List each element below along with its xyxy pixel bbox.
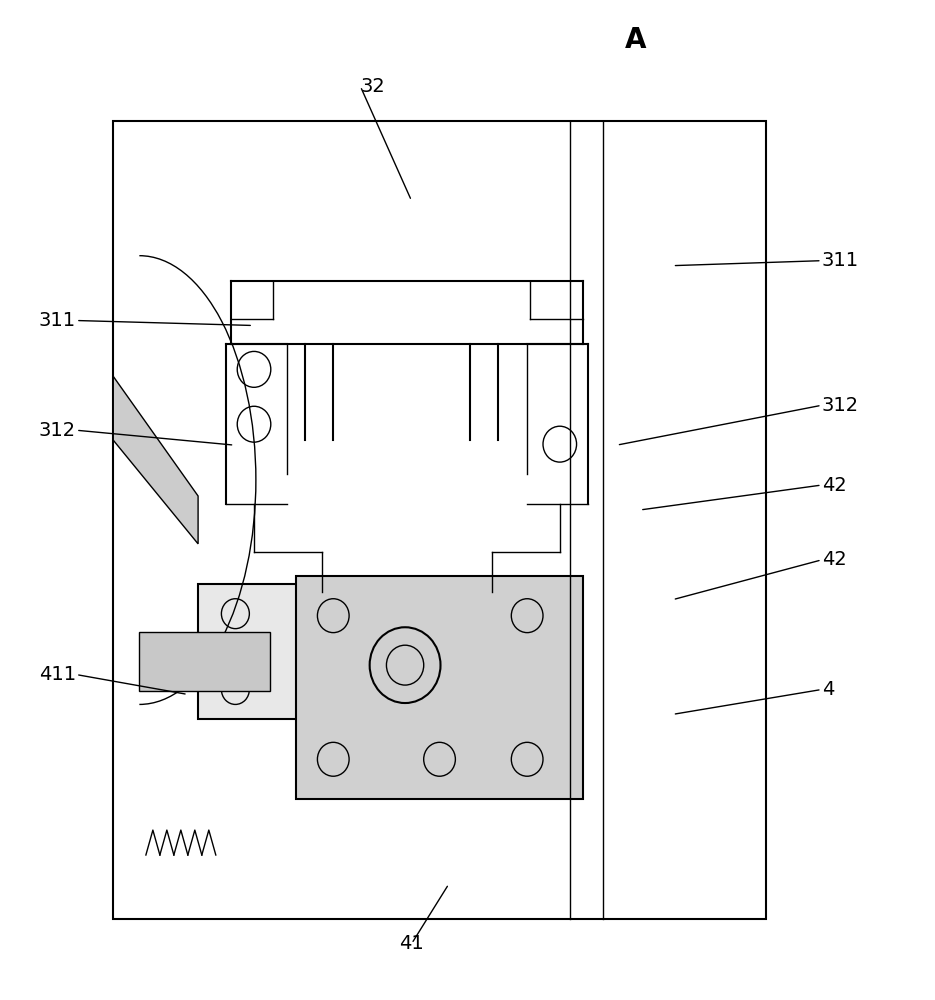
Bar: [113, 121, 766, 919]
Text: 4: 4: [822, 680, 834, 699]
Text: 311: 311: [822, 251, 859, 270]
Text: 41: 41: [399, 934, 424, 953]
Text: 312: 312: [822, 396, 859, 415]
Text: 411: 411: [39, 665, 76, 684]
Text: 312: 312: [39, 421, 76, 440]
Bar: [296, 576, 583, 799]
Text: 42: 42: [822, 476, 846, 495]
Text: 311: 311: [39, 311, 76, 330]
Text: A: A: [625, 26, 646, 54]
Text: 42: 42: [822, 550, 846, 569]
Bar: [198, 584, 551, 719]
Polygon shape: [113, 376, 198, 544]
Bar: [139, 632, 270, 691]
Text: 32: 32: [360, 77, 385, 96]
